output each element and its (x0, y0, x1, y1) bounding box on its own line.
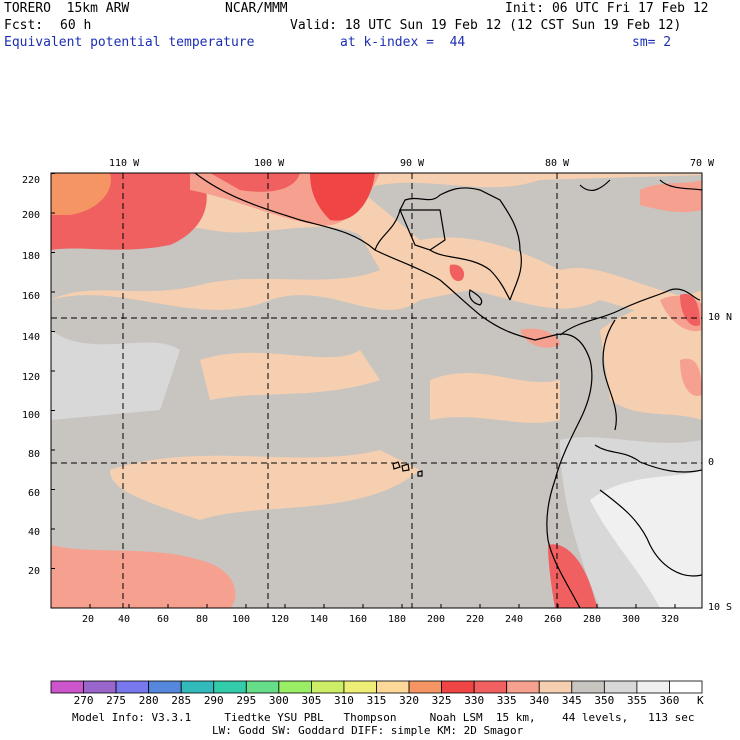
lon-label-90w: 90 W (400, 158, 425, 169)
x-tick-label: 200 (427, 614, 446, 625)
level-index: at k-index = 44 (340, 35, 466, 50)
smoothing-label: sm= 2 (632, 35, 672, 50)
colorbar-swatch (669, 680, 703, 694)
colorbar-swatch (245, 680, 280, 694)
colorbar (50, 680, 703, 694)
x-tick-label: 180 (388, 614, 407, 625)
colorbar-swatch (50, 680, 84, 694)
valid-time: Valid: 18 UTC Sun 19 Feb 12 (12 CST Sun … (290, 18, 682, 33)
init-time: Init: 06 UTC Fri 17 Feb 12 (505, 1, 709, 16)
x-tick-label: 120 (271, 614, 290, 625)
x-tick-label: 300 (622, 614, 641, 625)
y-tick-label: 200 (22, 210, 41, 221)
lon-label-110w: 110 W (109, 158, 140, 169)
colorbar-label: 350 (594, 694, 615, 707)
center-name: NCAR/MMM (225, 1, 288, 16)
colorbar-label: 335 (496, 694, 517, 707)
y-tick-label: 120 (22, 372, 41, 383)
colorbar-label: 285 (171, 694, 192, 707)
colorbar-swatch (636, 680, 670, 694)
y-tick-label: 60 (28, 488, 41, 499)
y-tick-label: 20 (28, 566, 41, 577)
lat-label-10n: 10 N (708, 312, 733, 323)
colorbar-swatch (115, 680, 150, 694)
x-tick-label: 100 (232, 614, 251, 625)
colorbar-label: 315 (366, 694, 387, 707)
y-tick-label: 160 (22, 291, 41, 302)
y-tick-label: 100 (22, 410, 41, 421)
field-name: Equivalent potential temperature (4, 35, 255, 50)
colorbar-swatch (538, 680, 573, 694)
colorbar-swatch (343, 680, 377, 694)
colorbar-label: 345 (561, 694, 582, 707)
shaded-field (51, 173, 702, 608)
x-tick-label: 80 (196, 614, 209, 625)
axis-ticks (50, 173, 676, 609)
lat-label-10s: 10 S (708, 602, 733, 613)
colorbar-swatch (148, 680, 182, 694)
x-tick-label: 260 (544, 614, 563, 625)
plot-frame (50, 172, 703, 609)
colorbar-swatch (441, 680, 475, 694)
y-tick-label: 180 (22, 251, 41, 262)
x-tick-label: 160 (349, 614, 368, 625)
y-tick-label: 40 (28, 527, 41, 538)
colorbar-label: 275 (106, 694, 127, 707)
x-tick-label: 320 (661, 614, 680, 625)
fcst-hour: 60 h (60, 18, 92, 33)
lat-label-0: 0 (708, 457, 715, 468)
colorbar-swatch (603, 680, 638, 694)
physics-info: LW: Godd SW: Goddard DIFF: simple KM: 2D… (212, 724, 524, 737)
colorbar-swatch (473, 680, 508, 694)
x-tick-label: 60 (157, 614, 170, 625)
colorbar-label: 330 (464, 694, 485, 707)
coastlines (194, 173, 702, 608)
colorbar-label: 310 (334, 694, 354, 707)
colorbar-swatch (213, 680, 247, 694)
colorbar-label: 340 (529, 694, 550, 707)
colorbar-swatch (310, 680, 345, 694)
y-tick-label: 220 (22, 175, 41, 186)
x-tick-label: 280 (583, 614, 602, 625)
fcst-label: Fcst: (4, 18, 44, 33)
x-tick-label: 220 (466, 614, 485, 625)
colorbar-label: 295 (236, 694, 257, 707)
colorbar-label: 290 (203, 694, 224, 707)
x-tick-label: 240 (505, 614, 524, 625)
y-tick-label: 140 (22, 332, 41, 343)
model-info: Model Info: V3.3.1 Tiedtke YSU PBL Thomp… (72, 711, 695, 724)
lon-label-100w: 100 W (254, 158, 285, 169)
colorbar-unit: K (697, 694, 704, 707)
colorbar-swatch (408, 680, 442, 694)
colorbar-swatch (83, 680, 117, 694)
x-tick-label: 140 (310, 614, 329, 625)
x-tick-label: 20 (82, 614, 95, 625)
colorbar-swatch (278, 680, 312, 694)
colorbar-label: 280 (138, 694, 159, 707)
colorbar-swatch (180, 680, 215, 694)
colorbar-label: 305 (301, 694, 322, 707)
colorbar-swatch (376, 680, 410, 694)
x-tick-label: 40 (118, 614, 131, 625)
colorbar-label: 325 (431, 694, 452, 707)
model-title: TORERO 15km ARW (4, 1, 130, 16)
colorbar-label: 300 (268, 694, 289, 707)
colorbar-label: 355 (626, 694, 647, 707)
colorbar-swatch (571, 680, 605, 694)
y-tick-label: 80 (28, 449, 41, 460)
colorbar-label: 360 (659, 694, 680, 707)
lon-label-70w: 70 W (690, 158, 715, 169)
lon-label-80w: 80 W (545, 158, 570, 169)
latlon-grid (51, 173, 702, 608)
colorbar-label: 320 (399, 694, 419, 707)
colorbar-label: 270 (73, 694, 94, 707)
colorbar-swatch (506, 680, 540, 694)
